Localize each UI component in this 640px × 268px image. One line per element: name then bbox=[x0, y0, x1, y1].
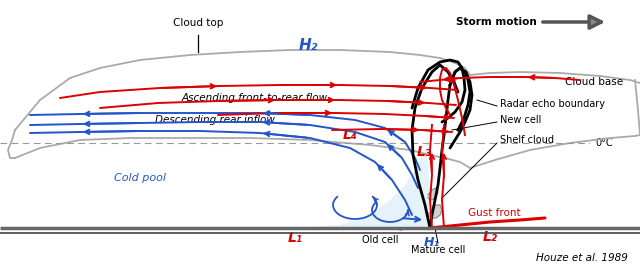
Text: L₄: L₄ bbox=[342, 128, 358, 142]
Text: L₂: L₂ bbox=[483, 230, 497, 244]
Text: H₁: H₁ bbox=[424, 236, 440, 248]
Text: L₁: L₁ bbox=[287, 231, 303, 245]
Text: Old cell: Old cell bbox=[362, 235, 398, 245]
Text: Ascending front-to-rear flow: Ascending front-to-rear flow bbox=[182, 93, 328, 103]
Polygon shape bbox=[428, 205, 442, 218]
Text: H₂: H₂ bbox=[298, 38, 317, 53]
Text: Mature cell: Mature cell bbox=[411, 245, 465, 255]
Text: Gust front: Gust front bbox=[468, 208, 520, 218]
Text: Cloud base: Cloud base bbox=[565, 77, 623, 87]
Text: Cloud top: Cloud top bbox=[173, 18, 223, 28]
Text: New cell: New cell bbox=[500, 115, 541, 125]
Polygon shape bbox=[428, 188, 438, 200]
Text: Storm motion: Storm motion bbox=[456, 17, 537, 27]
Text: L₃: L₃ bbox=[417, 145, 431, 159]
Text: Descending rear inflow: Descending rear inflow bbox=[155, 115, 275, 125]
Text: Radar echo boundary: Radar echo boundary bbox=[500, 99, 605, 109]
Polygon shape bbox=[0, 140, 430, 228]
Text: 0°C: 0°C bbox=[595, 138, 612, 148]
Text: Houze et al. 1989: Houze et al. 1989 bbox=[536, 253, 628, 263]
Text: Shelf cloud: Shelf cloud bbox=[500, 135, 554, 145]
Text: Cold pool: Cold pool bbox=[114, 173, 166, 183]
